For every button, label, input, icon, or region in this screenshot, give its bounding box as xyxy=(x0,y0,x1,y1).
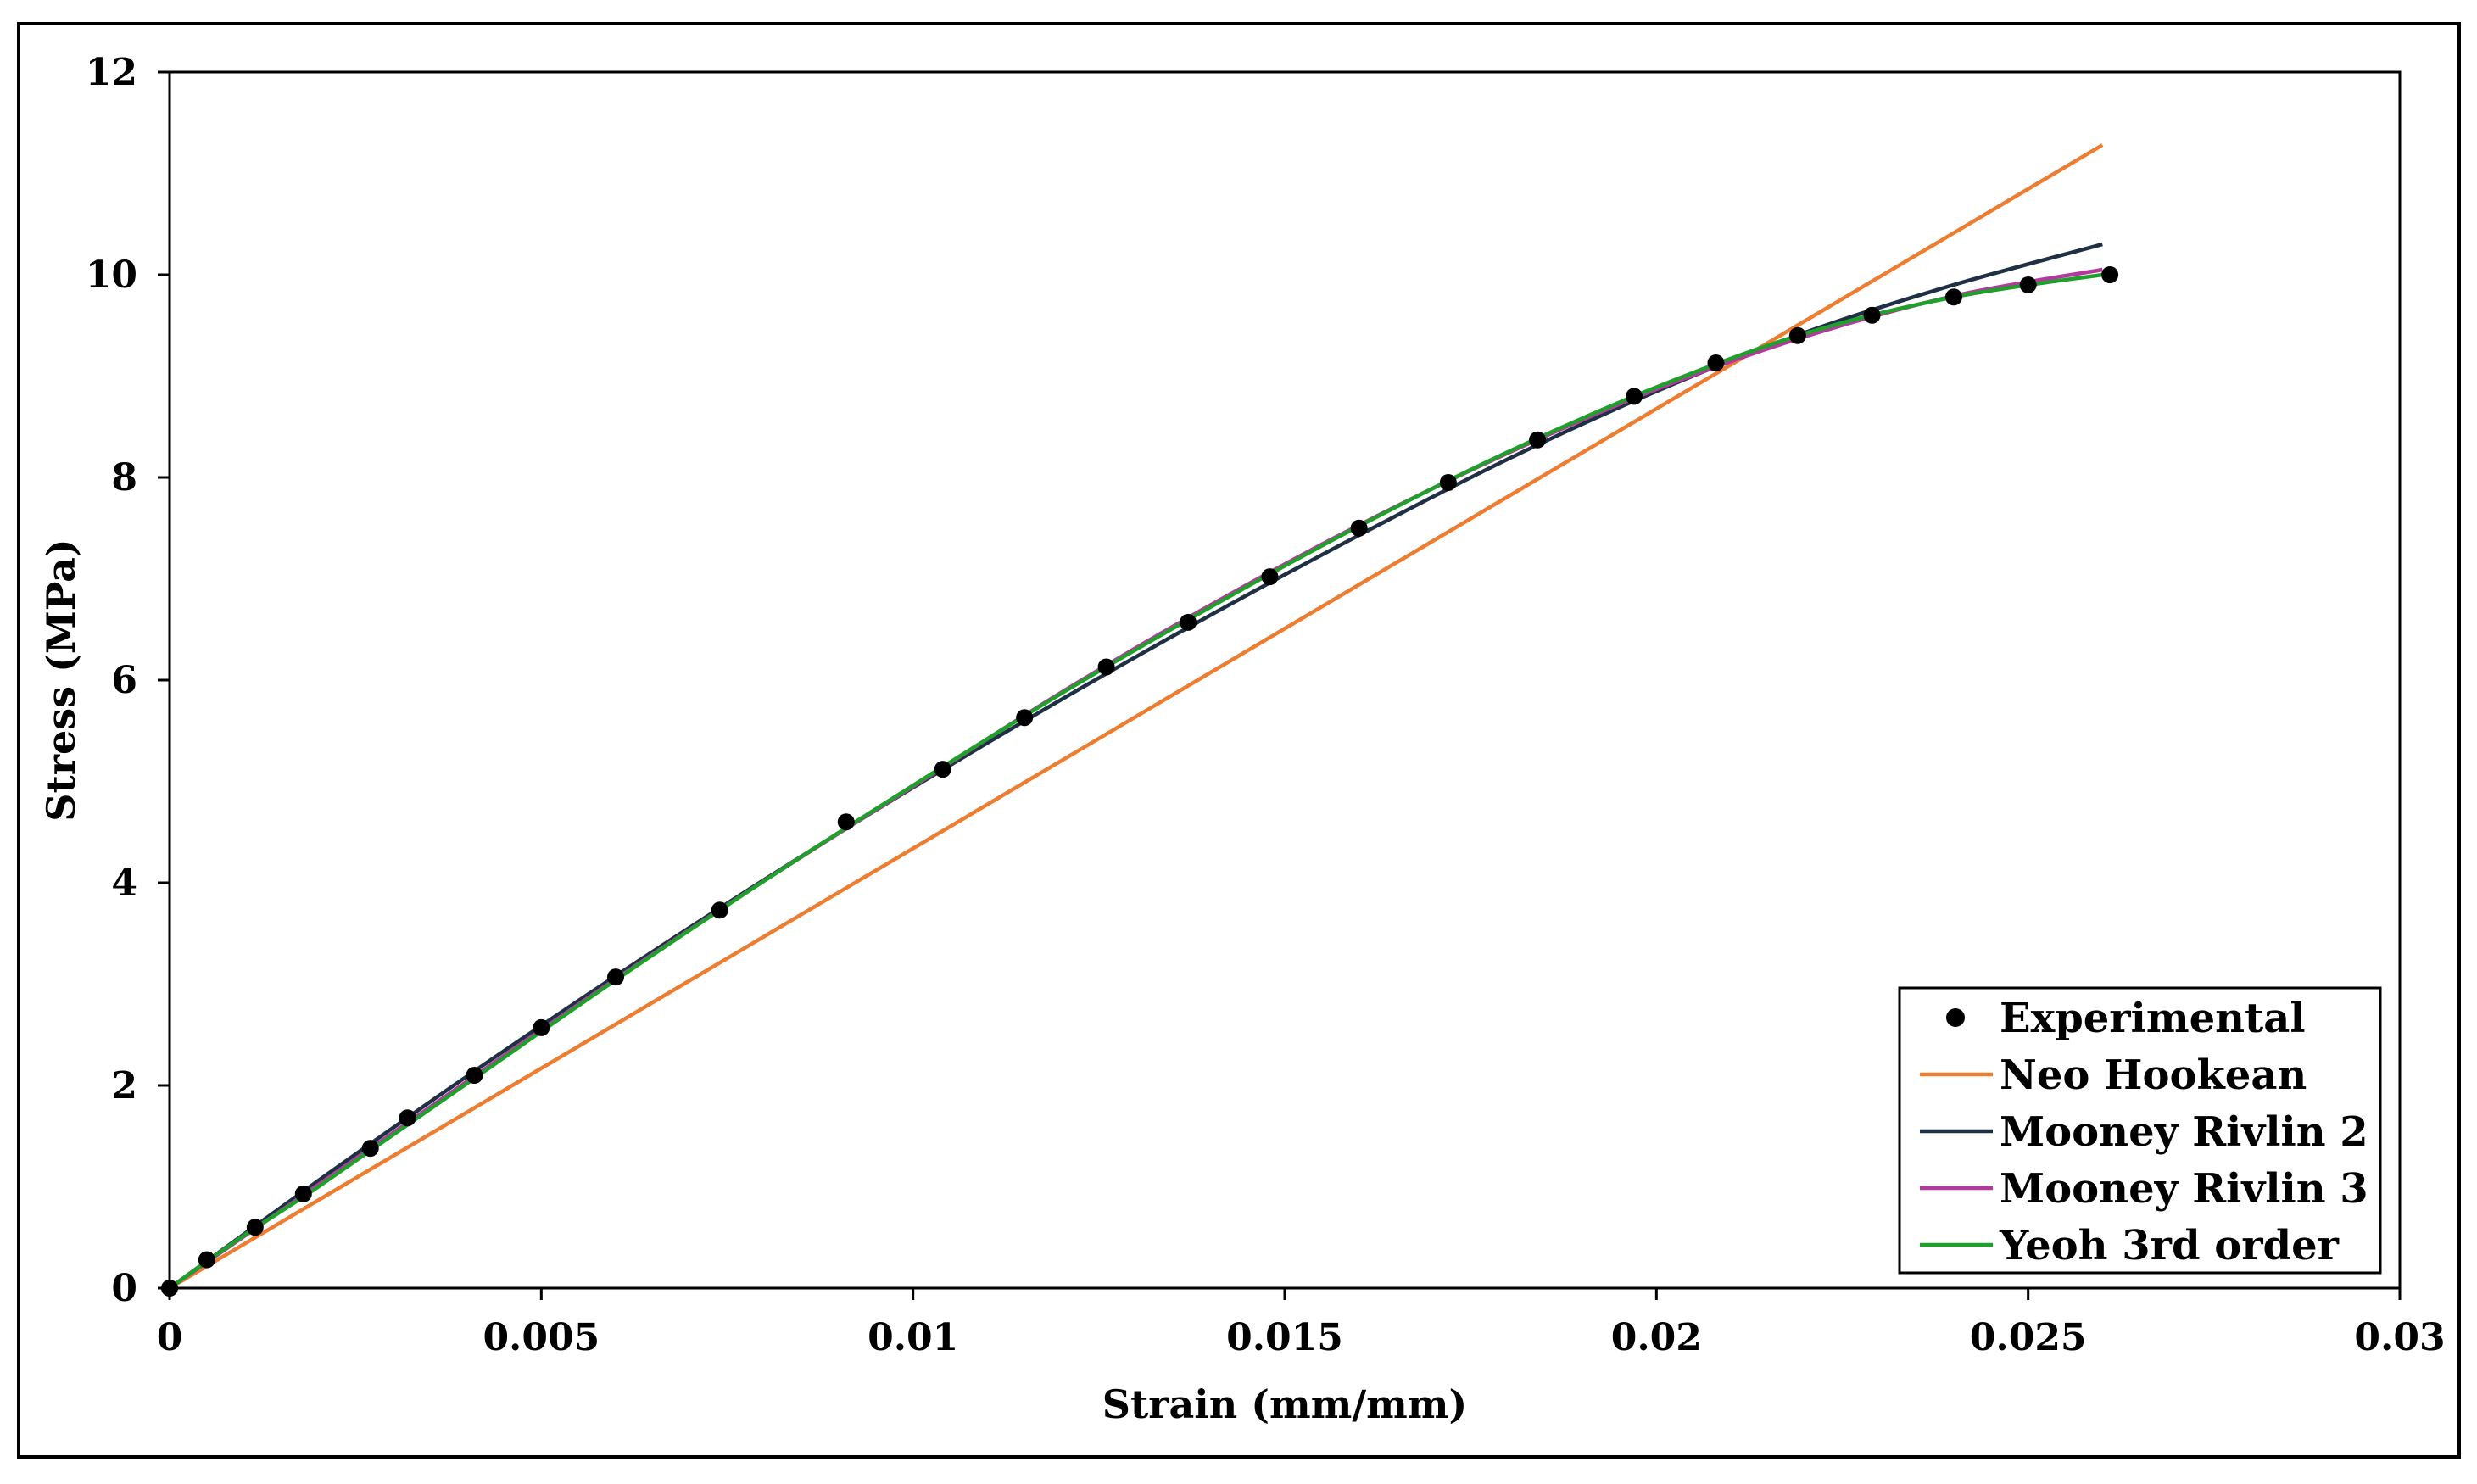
experimental-point xyxy=(198,1251,215,1269)
y-axis-title: Stress (MPa) xyxy=(38,538,84,821)
experimental-point xyxy=(934,761,951,778)
legend-label-mooney-rivlin-2: Mooney Rivlin 2 xyxy=(2000,1108,2368,1156)
x-tick-label: 0.025 xyxy=(1970,1316,2087,1359)
experimental-point xyxy=(161,1280,178,1297)
legend-label-yeoh-3rd-order: Yeoh 3rd order xyxy=(1999,1222,2340,1269)
x-tick-label: 0.01 xyxy=(868,1316,958,1359)
experimental-point xyxy=(711,901,728,919)
experimental-point xyxy=(246,1219,264,1236)
experimental-point xyxy=(1945,288,1962,306)
legend-label-neo-hookean: Neo Hookean xyxy=(2000,1052,2307,1099)
experimental-point xyxy=(466,1067,483,1085)
experimental-point xyxy=(1707,354,1725,371)
x-tick-label: 0.015 xyxy=(1226,1316,1343,1359)
experimental-point xyxy=(2101,266,2119,283)
y-tick-label: 0 xyxy=(111,1267,137,1310)
experimental-point xyxy=(1439,473,1457,491)
x-tick-label: 0 xyxy=(157,1316,183,1359)
experimental-point xyxy=(294,1185,312,1202)
experimental-point xyxy=(1097,658,1115,676)
legend-marker-experimental xyxy=(1946,1008,1965,1027)
x-tick-label: 0.02 xyxy=(1611,1316,1702,1359)
y-tick-label: 6 xyxy=(111,659,137,702)
y-tick-label: 10 xyxy=(86,254,137,297)
neo-hookean-line xyxy=(168,143,2104,1290)
y-tick-label: 12 xyxy=(86,51,137,94)
experimental-point xyxy=(1350,519,1368,537)
legend: Experimental Neo Hookean Mooney Rivlin 2 Mo… xyxy=(1898,986,2382,1275)
experimental-point xyxy=(1626,388,1643,405)
experimental-point xyxy=(1180,613,1197,631)
experimental-point xyxy=(399,1109,416,1127)
y-tick-label: 2 xyxy=(111,1064,137,1107)
axes: 0 0.005 0.01 0.015 0.02 0.025 0.03 0 2 4 6 8 10 12 xyxy=(86,51,2446,1359)
experimental-point xyxy=(1863,306,1881,324)
x-axis-title: Strain (mm/mm) xyxy=(1102,1381,1467,1427)
y-tick-label: 4 xyxy=(111,862,137,905)
x-tick-label: 0.03 xyxy=(2354,1316,2445,1359)
y-tick-label: 8 xyxy=(111,456,137,499)
legend-label-experimental: Experimental xyxy=(2000,995,2306,1042)
experimental-point xyxy=(533,1018,550,1036)
experimental-point xyxy=(1788,326,1806,344)
experimental-point xyxy=(361,1140,379,1158)
experimental-point xyxy=(1016,709,1034,727)
yeoh-3rd-order-line xyxy=(168,272,2103,1290)
legend-label-mooney-rivlin-3: Mooney Rivlin 3 xyxy=(2000,1165,2368,1213)
experimental-point xyxy=(607,968,624,986)
experimental-point xyxy=(837,813,855,831)
markers-layer xyxy=(161,266,2119,1297)
x-tick-label: 0.005 xyxy=(483,1316,600,1359)
experimental-point xyxy=(1261,568,1279,586)
experimental-point xyxy=(1529,431,1547,449)
experimental-point xyxy=(2019,276,2037,293)
